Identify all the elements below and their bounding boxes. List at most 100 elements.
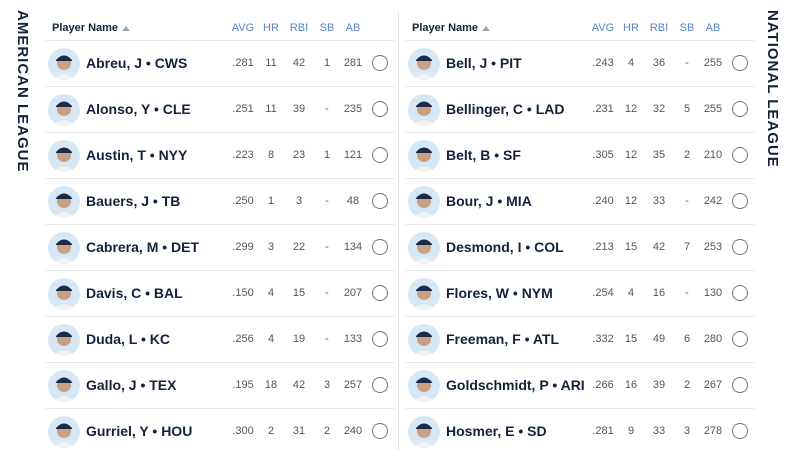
player-row: Bellinger, C • LAD .231 12 32 5 255 — [406, 86, 754, 133]
select-radio[interactable] — [372, 55, 388, 71]
stat-cell: 2 — [267, 425, 275, 437]
stat-cell: .231 — [592, 103, 614, 115]
player-name[interactable]: Freeman, F • ATL — [446, 331, 560, 347]
stat-cell: .266 — [592, 379, 614, 391]
stat-cell: .299 — [232, 241, 254, 253]
stat-cell: .195 — [232, 379, 254, 391]
column-header[interactable]: SB — [679, 22, 695, 34]
player-avatar — [408, 140, 440, 172]
stat-cell: 257 — [343, 379, 363, 391]
player-row: Gallo, J • TEX .195 18 42 3 257 — [46, 362, 394, 409]
league-table: Player Name AVG HR RBI SB AB Bell, J • PIT .243… — [406, 0, 754, 450]
select-radio[interactable] — [732, 285, 748, 301]
player-name[interactable]: Gurriel, Y • HOU — [86, 423, 193, 439]
stat-cell: 49 — [652, 333, 666, 345]
column-header[interactable]: Player Name — [52, 22, 119, 34]
select-radio[interactable] — [732, 101, 748, 117]
select-radio[interactable] — [372, 147, 388, 163]
player-row: Austin, T • NYY .223 8 23 1 121 — [46, 132, 394, 179]
player-name[interactable]: Bour, J • MIA — [446, 193, 532, 209]
player-name[interactable]: Abreu, J • CWS — [86, 55, 188, 71]
player-name[interactable]: Davis, C • BAL — [86, 285, 183, 301]
stat-cell: .150 — [232, 287, 254, 299]
player-name[interactable]: Goldschmidt, P • ARI — [446, 377, 585, 393]
stat-cell: .281 — [232, 57, 254, 69]
stat-cell: 242 — [703, 195, 723, 207]
stat-cell: 210 — [703, 149, 723, 161]
column-header[interactable]: Player Name — [412, 22, 479, 34]
stat-cell: 48 — [346, 195, 360, 207]
player-avatar — [408, 232, 440, 264]
player-name[interactable]: Hosmer, E • SD — [446, 423, 547, 439]
stat-cell: 255 — [703, 57, 723, 69]
player-name[interactable]: Alonso, Y • CLE — [86, 101, 191, 117]
stat-cell: 121 — [343, 149, 363, 161]
select-radio[interactable] — [732, 147, 748, 163]
stat-cell: - — [325, 195, 329, 207]
stat-cell: 3 — [683, 425, 691, 437]
stat-cell: .251 — [232, 103, 254, 115]
select-radio[interactable] — [372, 101, 388, 117]
select-radio[interactable] — [732, 239, 748, 255]
player-row: Duda, L • KC .256 4 19 - 133 — [46, 316, 394, 363]
player-name[interactable]: Duda, L • KC — [86, 331, 170, 347]
select-radio[interactable] — [732, 423, 748, 439]
stat-cell: 16 — [652, 287, 666, 299]
player-name[interactable]: Bell, J • PIT — [446, 55, 522, 71]
column-header[interactable]: AVG — [231, 22, 255, 34]
player-avatar — [408, 48, 440, 80]
stat-cell: 4 — [627, 57, 635, 69]
player-avatar — [408, 278, 440, 310]
stat-cell: 253 — [703, 241, 723, 253]
select-radio[interactable] — [732, 193, 748, 209]
player-avatar — [48, 140, 80, 172]
player-row: Hosmer, E • SD .281 9 33 3 278 — [406, 408, 754, 450]
stat-cell: 22 — [292, 241, 306, 253]
stat-cell: 281 — [343, 57, 363, 69]
player-name[interactable]: Cabrera, M • DET — [86, 239, 200, 255]
stat-cell: - — [325, 333, 329, 345]
player-name[interactable]: Flores, W • NYM — [446, 285, 553, 301]
select-radio[interactable] — [372, 331, 388, 347]
select-radio[interactable] — [732, 55, 748, 71]
column-header[interactable]: HR — [263, 22, 279, 34]
select-radio[interactable] — [372, 239, 388, 255]
player-name[interactable]: Bauers, J • TB — [86, 193, 181, 209]
stat-cell: 33 — [652, 425, 666, 437]
select-radio[interactable] — [372, 285, 388, 301]
player-row: Belt, B • SF .305 12 35 2 210 — [406, 132, 754, 179]
stat-cell: 12 — [624, 149, 638, 161]
player-name[interactable]: Desmond, I • COL — [446, 239, 564, 255]
player-avatar — [48, 416, 80, 448]
select-radio[interactable] — [372, 377, 388, 393]
player-name[interactable]: Belt, B • SF — [446, 147, 521, 163]
column-header[interactable]: SB — [319, 22, 335, 34]
column-header[interactable]: RBI — [289, 22, 309, 34]
select-radio[interactable] — [732, 377, 748, 393]
stat-cell: 4 — [267, 287, 275, 299]
league-label: AMERICAN LEAGUE — [14, 10, 31, 173]
column-header[interactable]: AB — [705, 22, 721, 34]
player-name[interactable]: Austin, T • NYY — [86, 147, 188, 163]
divider — [398, 12, 399, 450]
column-header[interactable]: HR — [623, 22, 639, 34]
player-row: Gurriel, Y • HOU .300 2 31 2 240 — [46, 408, 394, 450]
player-avatar — [408, 186, 440, 218]
column-header[interactable]: RBI — [649, 22, 669, 34]
stat-cell: 207 — [343, 287, 363, 299]
player-name[interactable]: Bellinger, C • LAD — [446, 101, 565, 117]
select-radio[interactable] — [372, 193, 388, 209]
player-name[interactable]: Gallo, J • TEX — [86, 377, 177, 393]
stat-cell: .256 — [232, 333, 254, 345]
column-header[interactable]: AB — [345, 22, 361, 34]
select-radio[interactable] — [732, 331, 748, 347]
select-radio[interactable] — [372, 423, 388, 439]
stat-cell: 1 — [323, 57, 331, 69]
stat-cell: 39 — [652, 379, 666, 391]
stat-cell: 35 — [652, 149, 666, 161]
stat-cell: 240 — [343, 425, 363, 437]
player-avatar — [48, 278, 80, 310]
stat-cell: 6 — [683, 333, 691, 345]
column-header[interactable]: AVG — [591, 22, 615, 34]
stat-cell: 16 — [624, 379, 638, 391]
